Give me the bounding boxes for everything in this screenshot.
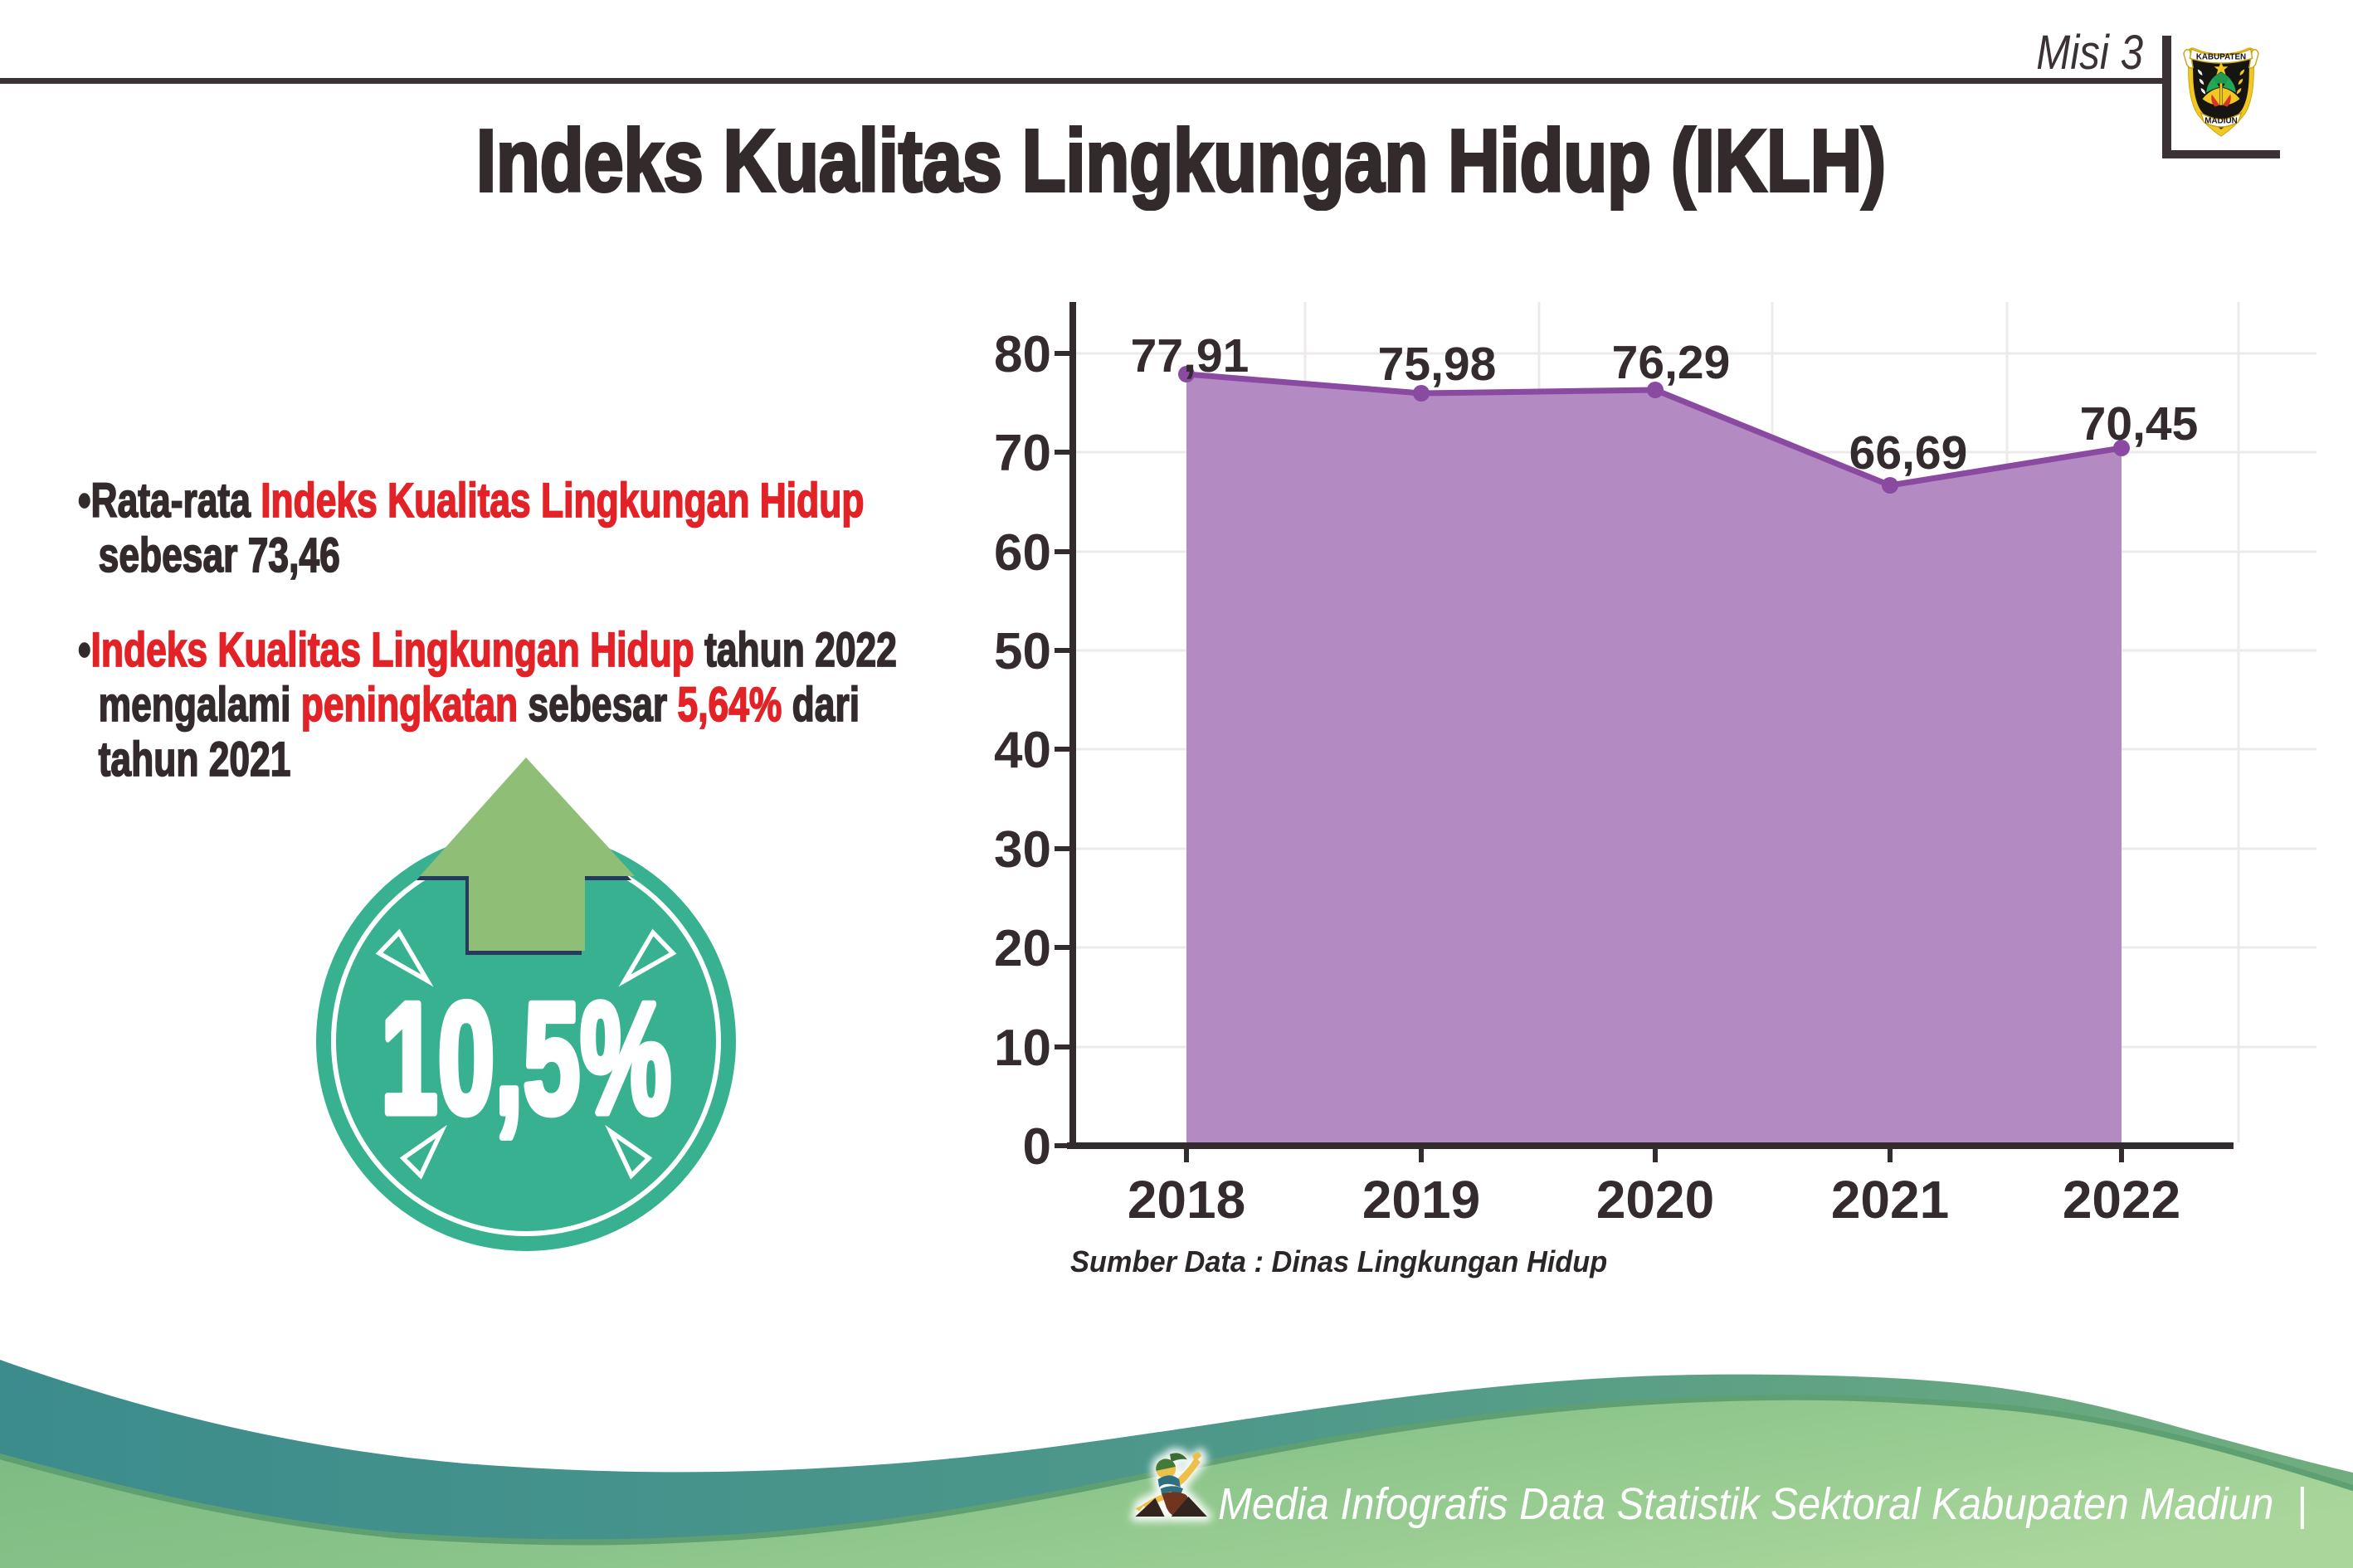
svg-text:30: 30 bbox=[994, 821, 1051, 879]
svg-text:2022: 2022 bbox=[2063, 1170, 2180, 1230]
svg-text:2021: 2021 bbox=[1831, 1170, 1949, 1230]
svg-text:2019: 2019 bbox=[1362, 1170, 1480, 1230]
svg-text:0: 0 bbox=[1023, 1118, 1051, 1176]
svg-text:2020: 2020 bbox=[1596, 1170, 1714, 1230]
svg-text:66,69: 66,69 bbox=[1849, 426, 1968, 480]
svg-text:MADIUN: MADIUN bbox=[2204, 116, 2237, 125]
svg-text:10: 10 bbox=[994, 1020, 1051, 1077]
svg-text:76,29: 76,29 bbox=[1612, 336, 1731, 389]
svg-text:10,5%: 10,5% bbox=[381, 970, 671, 1146]
svg-text:KABUPATEN: KABUPATEN bbox=[2196, 52, 2246, 61]
svg-text:70: 70 bbox=[994, 425, 1051, 482]
svg-text:80: 80 bbox=[994, 326, 1051, 383]
svg-text:2018: 2018 bbox=[1128, 1170, 1245, 1230]
svg-text:50: 50 bbox=[994, 623, 1051, 680]
svg-text:40: 40 bbox=[994, 722, 1051, 779]
svg-text:Media Infografis Data Statisti: Media Infografis Data Statistik Sektoral… bbox=[1218, 1478, 2307, 1529]
svg-text:75,98: 75,98 bbox=[1378, 338, 1497, 391]
svg-text:70,45: 70,45 bbox=[2080, 397, 2199, 450]
svg-text:60: 60 bbox=[994, 524, 1051, 582]
svg-text:20: 20 bbox=[994, 920, 1051, 977]
svg-text:77,91: 77,91 bbox=[1131, 329, 1250, 382]
svg-text:Sumber Data : Dinas Lingkungan: Sumber Data : Dinas Lingkungan Hidup bbox=[1070, 1245, 1607, 1278]
